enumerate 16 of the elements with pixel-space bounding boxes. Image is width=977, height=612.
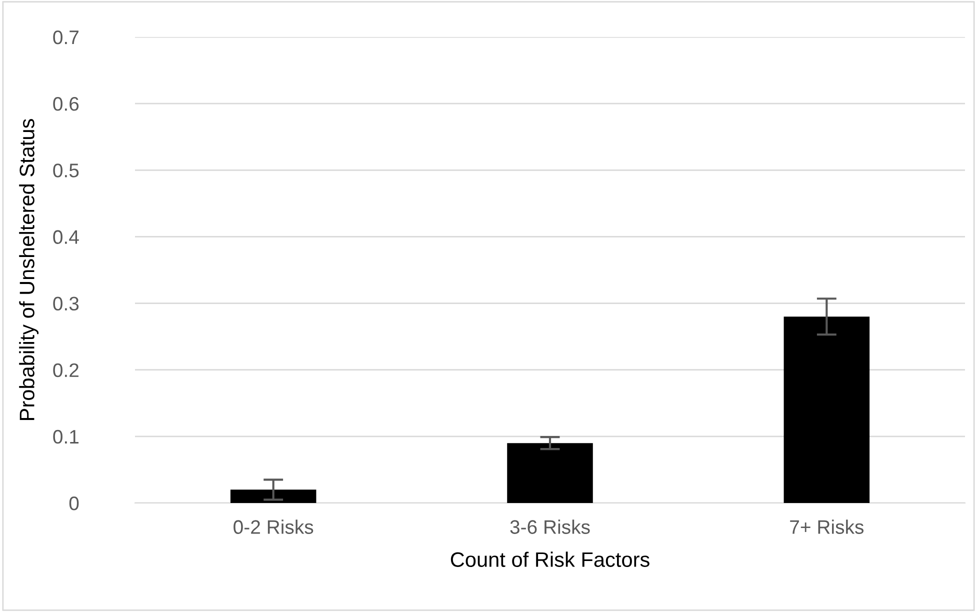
bar [507, 443, 593, 503]
x-axis-title: Count of Risk Factors [450, 552, 650, 567]
y-tick-label: 0.3 [53, 296, 79, 311]
y-tick-label: 0 [69, 496, 79, 510]
x-tick-label: 0-2 Risks [234, 520, 314, 534]
y-tick-label: 0.2 [53, 363, 78, 378]
bar [230, 490, 316, 503]
y-tick-label: 0.6 [53, 97, 79, 111]
x-tick-label: 7+ Risks [790, 520, 864, 534]
y-tick-label: 0.5 [53, 164, 79, 178]
y-tick-label: 0.4 [53, 230, 79, 244]
y-tick-label: 0.7 [53, 30, 78, 44]
y-axis-title: Probability of Unsheltered Status [19, 119, 39, 420]
y-tick-label: 0.1 [53, 430, 78, 444]
bar [784, 316, 870, 503]
x-tick-label: 3-6 Risks [510, 520, 590, 534]
